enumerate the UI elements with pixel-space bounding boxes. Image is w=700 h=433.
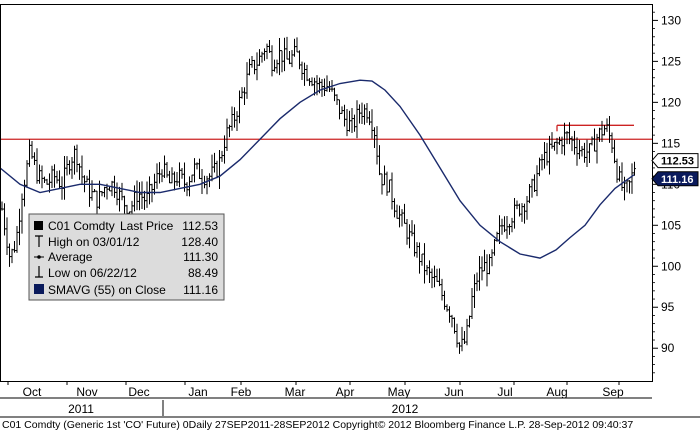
legend-box [28, 213, 225, 301]
legend-item-low: Low on 06/22/12 88.49 [35, 266, 218, 280]
x-tick-label: Oct [23, 385, 42, 399]
x-tick-label: Mar [285, 385, 306, 399]
legend-navy-square-icon [34, 284, 44, 294]
x-tick-label: Nov [76, 385, 97, 399]
x-tick-label: Jul [497, 385, 512, 399]
legend-label: C01 Comdty [48, 219, 115, 233]
legend-value: 111.16 [183, 283, 218, 297]
year-label: 2012 [392, 402, 419, 416]
legend-item-average: Average 111.30 [34, 250, 218, 264]
axes: 9095100105110115120125130OctNovDecJanFeb… [0, 4, 700, 418]
x-tick-label: Aug [546, 385, 567, 399]
legend-value: 112.53 [182, 219, 218, 233]
year-label: 2011 [68, 402, 94, 416]
y-tick-label: 100 [661, 259, 681, 273]
y-tick-label: 125 [661, 54, 681, 68]
low-marker-icon [35, 266, 43, 278]
legend-item-sma: SMAVG (55) on Close 111.16 [34, 283, 218, 297]
y-tick-label: 105 [661, 218, 681, 232]
legend-item-price: C01 Comdty Last Price 112.53 [34, 219, 218, 233]
legend-label: High on 03/01/12 [48, 235, 140, 249]
footer-copyright: C01 Comdty (Generic 1st 'CO' Future) 0Da… [2, 419, 633, 431]
y-tick-label: 90 [661, 341, 675, 355]
legend-value: 128.40 [181, 235, 218, 249]
last-price-badge: 112.53 [651, 153, 699, 169]
plot-frame [0, 4, 653, 382]
legend-value: 88.49 [188, 266, 218, 280]
legend-value: 111.30 [183, 250, 218, 264]
y-tick-label: 115 [661, 136, 680, 150]
y-tick-label: 120 [661, 95, 681, 109]
x-tick-label: Dec [128, 385, 149, 399]
sma-line-group [0, 79, 635, 259]
x-tick-label: Jun [444, 385, 463, 399]
average-dot-icon [37, 255, 41, 259]
last-value-badges: 112.53 111.16 [651, 153, 699, 187]
y-tick-label: 95 [661, 300, 675, 314]
x-tick-label: Apr [336, 385, 355, 399]
legend-detail: Last Price [120, 219, 174, 233]
legend-label: SMAVG (55) on Close [48, 283, 166, 297]
x-tick-label: May [388, 385, 411, 399]
y-tick-label: 130 [661, 13, 681, 27]
x-tick-label: Jan [188, 385, 207, 399]
legend-item-high: High on 03/01/12 128.40 [35, 235, 218, 249]
badge-label: 111.16 [661, 174, 693, 186]
ohlc-bar [633, 161, 636, 176]
sma-badge: 111.16 [651, 171, 699, 187]
legend-label: Average [48, 250, 93, 264]
legend-square-icon [34, 221, 43, 230]
sma-line [0, 79, 635, 259]
badge-label: 112.53 [661, 156, 694, 168]
x-tick-label: Sep [602, 385, 624, 399]
legend-label: Low on 06/22/12 [48, 266, 137, 280]
ohlc-bars [0, 36, 636, 354]
high-marker-icon [35, 235, 43, 247]
x-tick-label: Feb [231, 385, 252, 399]
legend: C01 Comdty Last Price 112.53 High on 03/… [28, 213, 225, 301]
